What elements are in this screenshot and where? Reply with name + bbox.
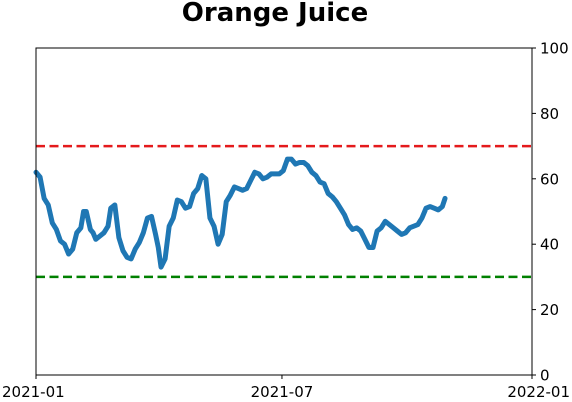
reference-lines (36, 144, 532, 279)
chart-title: Orange Juice (182, 0, 368, 28)
y-tick-label: 20 (540, 301, 559, 319)
x-tick-label: 2021-01 (2, 383, 65, 401)
y-tick-label: 100 (540, 40, 569, 58)
x-axis: 2021-01 2021-07 2022-01 (2, 375, 570, 401)
series-layer (33, 156, 448, 270)
y-tick-label: 40 (540, 236, 559, 254)
y-tick-label: 80 (540, 105, 559, 123)
y-axis-right: 0 20 40 60 80 100 (532, 40, 569, 385)
x-tick-label: 2021-07 (251, 383, 314, 401)
y-tick-label: 0 (540, 367, 550, 385)
series-line-0 (33, 156, 448, 270)
x-tick-label: 2022-01 (507, 383, 570, 401)
y-tick-label: 60 (540, 170, 559, 188)
plot-frame (35, 47, 533, 376)
